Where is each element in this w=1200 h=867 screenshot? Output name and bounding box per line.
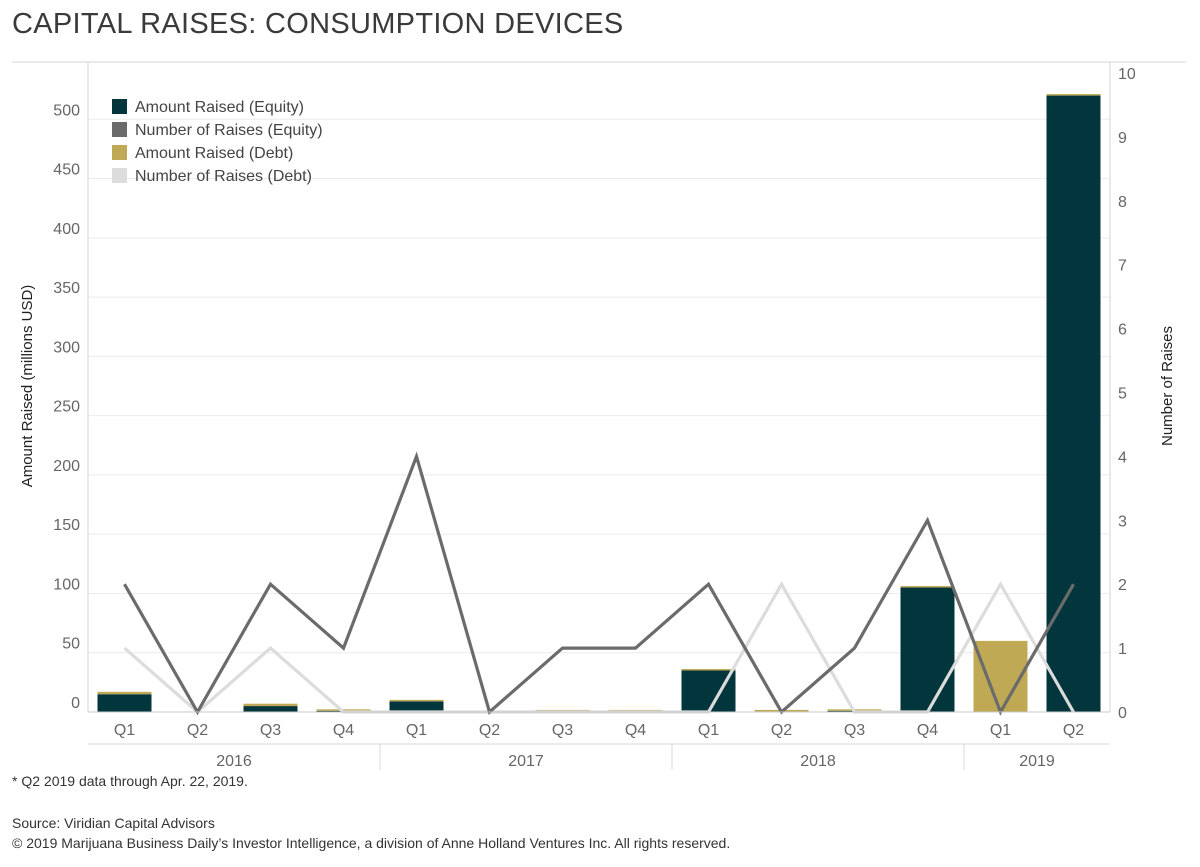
- x-year-label: 2016: [216, 753, 252, 770]
- x-tick-label: Q3: [844, 722, 865, 739]
- y2-tick-label: 7: [1118, 258, 1127, 275]
- x-tick-label: Q2: [479, 722, 500, 739]
- x-axis: Q1 Q2 Q3 Q4 Q1 Q2 Q3 Q4 Q1 Q2 Q3 Q4 Q1 Q2 2016 2017 2018…: [88, 711, 1110, 770]
- y-tick-label: 250: [53, 399, 80, 416]
- y2-tick-label: 10: [1118, 66, 1136, 83]
- y-tick-label: 400: [53, 221, 80, 238]
- x-tick-label: Q1: [990, 722, 1011, 739]
- y-tick-label: 100: [53, 576, 80, 593]
- y2-tick-label: 4: [1118, 449, 1127, 466]
- y2-tick-label: 3: [1118, 513, 1127, 530]
- bar-debt-amount: [97, 691, 152, 695]
- y2-tick-label: 8: [1118, 194, 1127, 211]
- y-tick-label: 200: [53, 458, 80, 475]
- y2-tick-label: 0: [1118, 705, 1127, 722]
- y-tick-label: 50: [62, 636, 80, 653]
- legend: Amount Raised (Equity) Number of Raises (…: [112, 99, 323, 185]
- left-axis-ticks: 0 50 100 150 200 250 300 350 400 450 500: [53, 102, 80, 712]
- y2-tick-label: 5: [1118, 386, 1127, 403]
- x-tick-label: Q4: [625, 722, 646, 739]
- y2-axis-title: Number of Raises: [1159, 326, 1176, 446]
- bar-equity-amount: [1046, 95, 1101, 712]
- y-tick-label: 450: [53, 162, 80, 179]
- y-tick-label: 500: [53, 102, 80, 119]
- bar-debt-amount: [243, 703, 298, 707]
- legend-label: Amount Raised (Equity): [135, 99, 304, 116]
- bar-debt-amount: [900, 586, 955, 588]
- plot-frame: [12, 61, 1186, 712]
- y-axis-title: Amount Raised (millions USD): [19, 285, 36, 488]
- bar-debt-amount: [681, 669, 736, 671]
- x-year-label: 2017: [508, 753, 544, 770]
- bar-equity-amount: [900, 587, 955, 712]
- legend-label: Amount Raised (Debt): [135, 145, 293, 162]
- x-tick-label: Q1: [698, 722, 719, 739]
- right-axis-ticks: 0 1 2 3 4 5 6 7 8 9 10: [1118, 66, 1136, 722]
- y2-tick-label: 6: [1118, 322, 1127, 339]
- bar-series: [97, 94, 1101, 712]
- y-tick-label: 0: [71, 695, 80, 712]
- x-tick-label: Q3: [552, 722, 573, 739]
- x-tick-label: Q1: [114, 722, 135, 739]
- bar-equity-amount: [389, 701, 444, 712]
- x-tick-label: Q1: [406, 722, 427, 739]
- bar-equity-amount: [243, 706, 298, 712]
- legend-label: Number of Raises (Debt): [135, 168, 312, 185]
- y2-tick-label: 2: [1118, 577, 1127, 594]
- page-title: CAPITAL RAISES: CONSUMPTION DEVICES: [12, 8, 624, 40]
- legend-swatch: [112, 145, 127, 160]
- x-year-label: 2018: [800, 753, 836, 770]
- legend-swatch: [112, 168, 127, 183]
- y-tick-label: 300: [53, 339, 80, 356]
- legend-label: Number of Raises (Equity): [135, 122, 323, 139]
- x-tick-label: Q3: [260, 722, 281, 739]
- line-equity-count: [123, 451, 1075, 716]
- y-tick-label: 150: [53, 517, 80, 534]
- bar-debt-amount: [1046, 94, 1101, 96]
- source-note: Source: Viridian Capital Advisors: [12, 815, 215, 831]
- x-tick-label: Q2: [187, 722, 208, 739]
- legend-swatch: [112, 99, 127, 114]
- bar-debt-amount: [973, 640, 1028, 712]
- legend-swatch: [112, 122, 127, 137]
- y2-tick-label: 1: [1118, 641, 1127, 658]
- x-tick-label: Q4: [333, 722, 354, 739]
- x-tick-label: Q2: [1063, 722, 1084, 739]
- footnote: * Q2 2019 data through Apr. 22, 2019.: [12, 773, 248, 789]
- copyright-note: © 2019 Marijuana Business Daily’s Invest…: [12, 835, 731, 851]
- bar-equity-amount: [97, 694, 152, 712]
- x-year-label: 2019: [1019, 753, 1055, 770]
- x-tick-label: Q4: [917, 722, 938, 739]
- x-tick-label: Q2: [771, 722, 792, 739]
- y2-tick-label: 9: [1118, 130, 1127, 147]
- grid-lines: [88, 118, 1110, 654]
- y-tick-label: 350: [53, 280, 80, 297]
- bar-debt-amount: [389, 699, 444, 702]
